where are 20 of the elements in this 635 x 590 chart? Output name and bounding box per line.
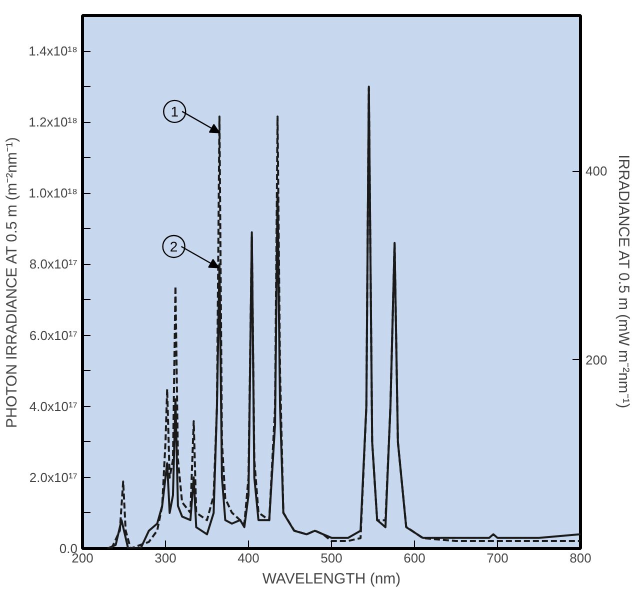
x-tick-label: 800: [570, 550, 592, 566]
y-tick-label: 2.0x10¹⁷: [29, 470, 78, 485]
y-tick-label: 6.0x10¹⁷: [29, 328, 78, 343]
y-tick-label: 1.4x10¹⁸: [28, 44, 78, 59]
x-axis-title: WAVELENGTH (nm): [262, 570, 401, 588]
x-tick-label: 500: [320, 550, 342, 566]
y-tick-label: 8.0x10¹⁷: [29, 256, 78, 272]
annotation: 1: [170, 103, 179, 120]
y-tick-label: 1.2x10¹⁸: [28, 114, 78, 130]
annotation: 2: [170, 238, 178, 254]
x-tick-label: 400: [238, 550, 260, 566]
x-tick-label: 300: [154, 550, 176, 566]
y-axis-title: PHOTON IRRADIANCE AT 0.5 m (m⁻²nm⁻¹): [4, 137, 21, 428]
x-tick-label: 700: [486, 550, 508, 566]
y2-axis-title: IRRADIANCE AT 0.5 m (mW m⁻²nm⁻¹): [615, 154, 632, 408]
y-tick-label: 4.0x10¹⁷: [29, 398, 78, 414]
y-tick-label: 1.0x10¹⁸: [28, 186, 78, 201]
x-tick-label: 600: [404, 550, 426, 566]
y2-tick-label: 400: [586, 164, 608, 179]
y2-tick-label: 200: [586, 352, 608, 368]
